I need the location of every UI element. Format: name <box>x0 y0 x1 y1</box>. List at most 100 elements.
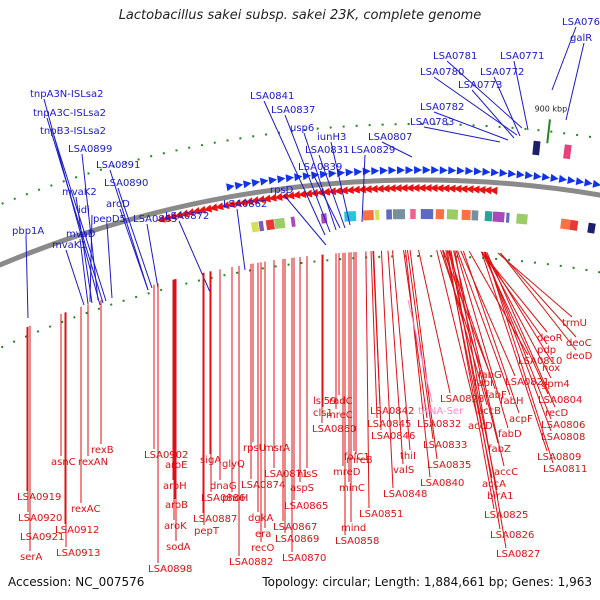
forward-gene-label: LSA0891 <box>96 160 140 171</box>
reverse-leader-line <box>486 251 556 408</box>
forward-gene-label: aroD <box>106 199 130 210</box>
reverse-gene-label: mreC <box>326 410 353 421</box>
reverse-gene-label: LSA0848 <box>383 489 427 500</box>
reverse-gene-label: LSA0809 <box>537 452 581 463</box>
strand-arrow <box>439 166 448 175</box>
reverse-gene-label: LSA0826 <box>490 530 534 541</box>
strand-arrow <box>399 184 408 193</box>
forward-gene-label: mvaK1 <box>52 240 87 251</box>
forward-leader-line <box>513 60 529 131</box>
forward-gene-label: LSA0829 <box>351 145 395 156</box>
forward-leader-line <box>25 235 29 319</box>
reverse-gene-label: LSA0871 <box>264 469 308 480</box>
reverse-gene-label: fabF <box>485 390 507 401</box>
reverse-leader-line <box>453 250 505 467</box>
strand-arrow <box>226 200 236 209</box>
reverse-gene-label: fabD <box>498 429 522 440</box>
strand-arrow <box>162 213 172 222</box>
strand-arrow <box>277 175 286 184</box>
reverse-gene-label: deoR <box>537 333 563 344</box>
reverse-gene-label: LSA0887 <box>193 514 237 525</box>
reverse-leader-line <box>500 252 577 351</box>
strand-arrow <box>490 168 500 177</box>
reverse-gene-label: LSA0833 <box>423 440 467 451</box>
reverse-gene-label: LSA0898 <box>148 564 192 575</box>
forward-gene-label: LSA0872 <box>165 211 209 222</box>
rna-leader-line <box>407 299 433 403</box>
strand-arrow <box>333 186 343 195</box>
reverse-leader-line <box>454 250 507 549</box>
strand-arrow <box>256 195 265 204</box>
strand-arrow <box>180 209 189 218</box>
strand-arrow <box>226 183 235 192</box>
reverse-gene-label: LSA0912 <box>55 525 99 536</box>
forward-gene-label: LSA0780 <box>420 67 464 78</box>
gene-box <box>274 217 286 230</box>
strand-arrow <box>363 185 372 194</box>
forward-gene-label: rpsD <box>270 185 294 196</box>
reverse-leader-line <box>500 252 577 338</box>
strand-arrow <box>243 180 252 189</box>
strand-arrow <box>197 205 207 214</box>
gene-box <box>560 218 571 230</box>
strand-arrow <box>393 184 402 193</box>
forward-leader-line <box>318 154 346 229</box>
reverse-gene-label: accD <box>468 421 493 432</box>
strand-arrow <box>319 170 329 179</box>
gene-box <box>516 213 528 225</box>
reverse-gene-label: LSA0827 <box>496 549 540 560</box>
reverse-gene-label: rpsU <box>243 443 266 454</box>
reverse-leader-line <box>450 250 501 530</box>
reverse-gene-label: dnaG <box>210 481 237 492</box>
strand-arrow <box>232 199 242 208</box>
forward-gene-label: tnpA3N-ISLsa2 <box>30 89 103 100</box>
strand-arrow <box>379 166 388 175</box>
reverse-gene-label: msrA <box>264 443 290 454</box>
strand-arrow <box>558 174 568 183</box>
reverse-gene-label: LSA0846 <box>371 431 415 442</box>
reverse-leader-line <box>370 251 378 419</box>
forward-gene-label: tnpB3-ISLsa2 <box>40 126 106 137</box>
gene-box <box>250 221 260 233</box>
strand-arrow <box>405 166 414 175</box>
reverse-gene-label: fabH <box>500 396 524 407</box>
forward-gene-label: tnpA3C-ISLsa2 <box>33 108 106 119</box>
gene-box <box>320 213 328 224</box>
strand-arrow <box>431 166 440 175</box>
forward-leader-line <box>117 187 153 289</box>
strand-arrow <box>315 188 325 197</box>
reverse-gene-label: accC <box>494 467 518 478</box>
reverse-gene-label: folC1 <box>344 452 370 463</box>
forward-gene-label: LSA0762 <box>562 17 600 28</box>
forward-leader-line <box>81 153 99 301</box>
strand-arrow <box>550 173 559 182</box>
reverse-gene-label: LSA0808 <box>541 432 585 443</box>
strand-arrow <box>191 206 201 215</box>
strand-arrow <box>244 197 254 206</box>
reverse-leader-line <box>387 250 404 465</box>
strand-arrow <box>353 168 363 177</box>
reverse-gene-label: LSA0921 <box>20 532 64 543</box>
topology-text: Topology: circular; Length: 1,884,661 bp… <box>262 575 592 589</box>
strand-arrow <box>303 189 313 198</box>
forward-leader-line <box>109 169 149 291</box>
forward-gene-label: usp6 <box>290 123 314 134</box>
forward-leader-line <box>146 223 159 289</box>
map-title: Lactobacillus sakei subsp. sakei 23K, co… <box>118 8 482 23</box>
strand-arrow <box>448 166 457 175</box>
strand-arrow <box>541 172 551 181</box>
gene-box <box>362 210 374 221</box>
strand-arrow <box>473 167 482 176</box>
genome-backbone <box>0 177 600 268</box>
strand-arrow <box>345 186 354 195</box>
reverse-leader-line <box>449 250 499 444</box>
reverse-gene-label: LSA0840 <box>420 478 464 489</box>
forward-leader-line <box>433 111 509 141</box>
forward-gene-label: iunH3 <box>317 132 346 143</box>
strand-arrow <box>507 169 517 178</box>
strand-arrow <box>369 184 378 193</box>
reverse-gene-label: LSA0919 <box>17 492 61 503</box>
strand-arrow <box>375 184 384 193</box>
forward-gene-label: LSA0783 <box>410 117 454 128</box>
gene-box <box>532 140 541 156</box>
